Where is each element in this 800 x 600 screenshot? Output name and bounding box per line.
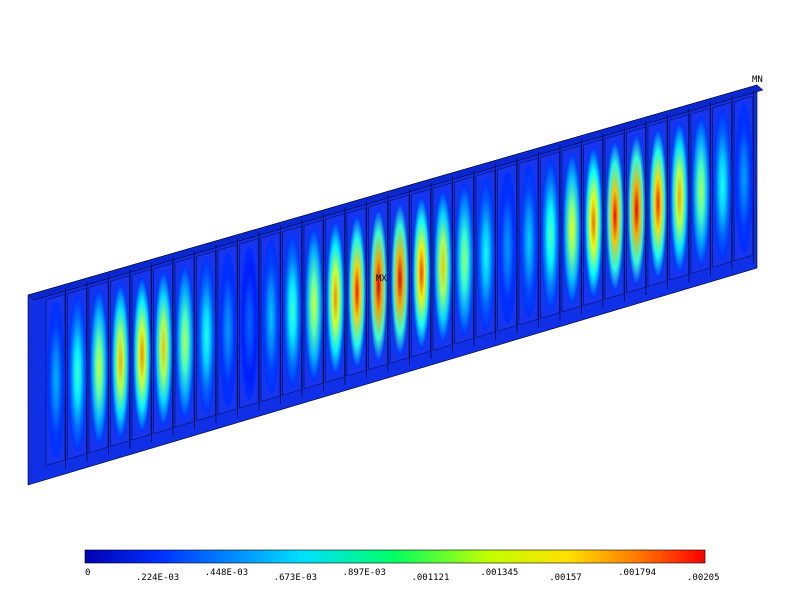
legend-tick-label: .00157 <box>549 573 582 583</box>
stress-contour <box>326 221 345 375</box>
stress-contour <box>563 153 581 305</box>
stress-contour <box>47 302 65 458</box>
color-legend-bar <box>84 549 706 564</box>
legend-tick-label: .001121 <box>411 573 449 583</box>
legend-tick-label: 0 <box>85 568 90 578</box>
legend-tick-label: .001345 <box>480 568 518 578</box>
stress-contour <box>541 159 560 311</box>
stress-contour <box>197 258 216 414</box>
stress-contour <box>68 295 87 452</box>
stress-contour <box>498 171 517 324</box>
panels <box>45 90 754 468</box>
legend-tick-label: .448E-03 <box>205 568 248 578</box>
stress-contour <box>477 178 495 331</box>
color-legend: 0 .224E-03 .448E-03 .673E-03 .897E-03 .001121… <box>85 568 720 583</box>
legend-tick-label: .673E-03 <box>274 573 317 583</box>
stress-contour <box>219 252 237 407</box>
stress-contour <box>391 202 409 356</box>
stress-contour <box>627 134 646 286</box>
stress-contour <box>584 147 603 299</box>
stress-contour <box>649 128 667 279</box>
stress-contour <box>713 109 732 260</box>
stress-contour <box>176 264 194 420</box>
min-marker: MN <box>752 75 763 85</box>
stress-contour <box>735 103 753 254</box>
legend-tick-label: .001794 <box>618 568 656 578</box>
stress-contour <box>90 289 108 446</box>
top-flange <box>27 84 764 301</box>
stress-contour <box>283 233 302 388</box>
stress-contour <box>692 116 710 267</box>
stress-contour <box>520 165 538 318</box>
stress-contour <box>133 277 151 433</box>
stress-contour <box>670 122 689 273</box>
stress-contour <box>348 215 366 369</box>
max-marker: MX <box>376 274 387 284</box>
stress-contour <box>369 209 388 362</box>
stress-contour <box>305 227 323 382</box>
stress-contour <box>154 271 173 426</box>
stress-contour <box>455 184 474 337</box>
stress-contour <box>262 240 280 394</box>
legend-tick-label: .897E-03 <box>343 568 386 578</box>
stress-contour <box>240 246 259 401</box>
stress-contour <box>111 283 130 439</box>
stress-contour <box>434 190 452 343</box>
legend-tick-label: .00205 <box>687 573 720 583</box>
legend-tick-label: .224E-03 <box>136 573 179 583</box>
stress-contour <box>412 196 431 350</box>
stress-contour <box>606 140 624 292</box>
